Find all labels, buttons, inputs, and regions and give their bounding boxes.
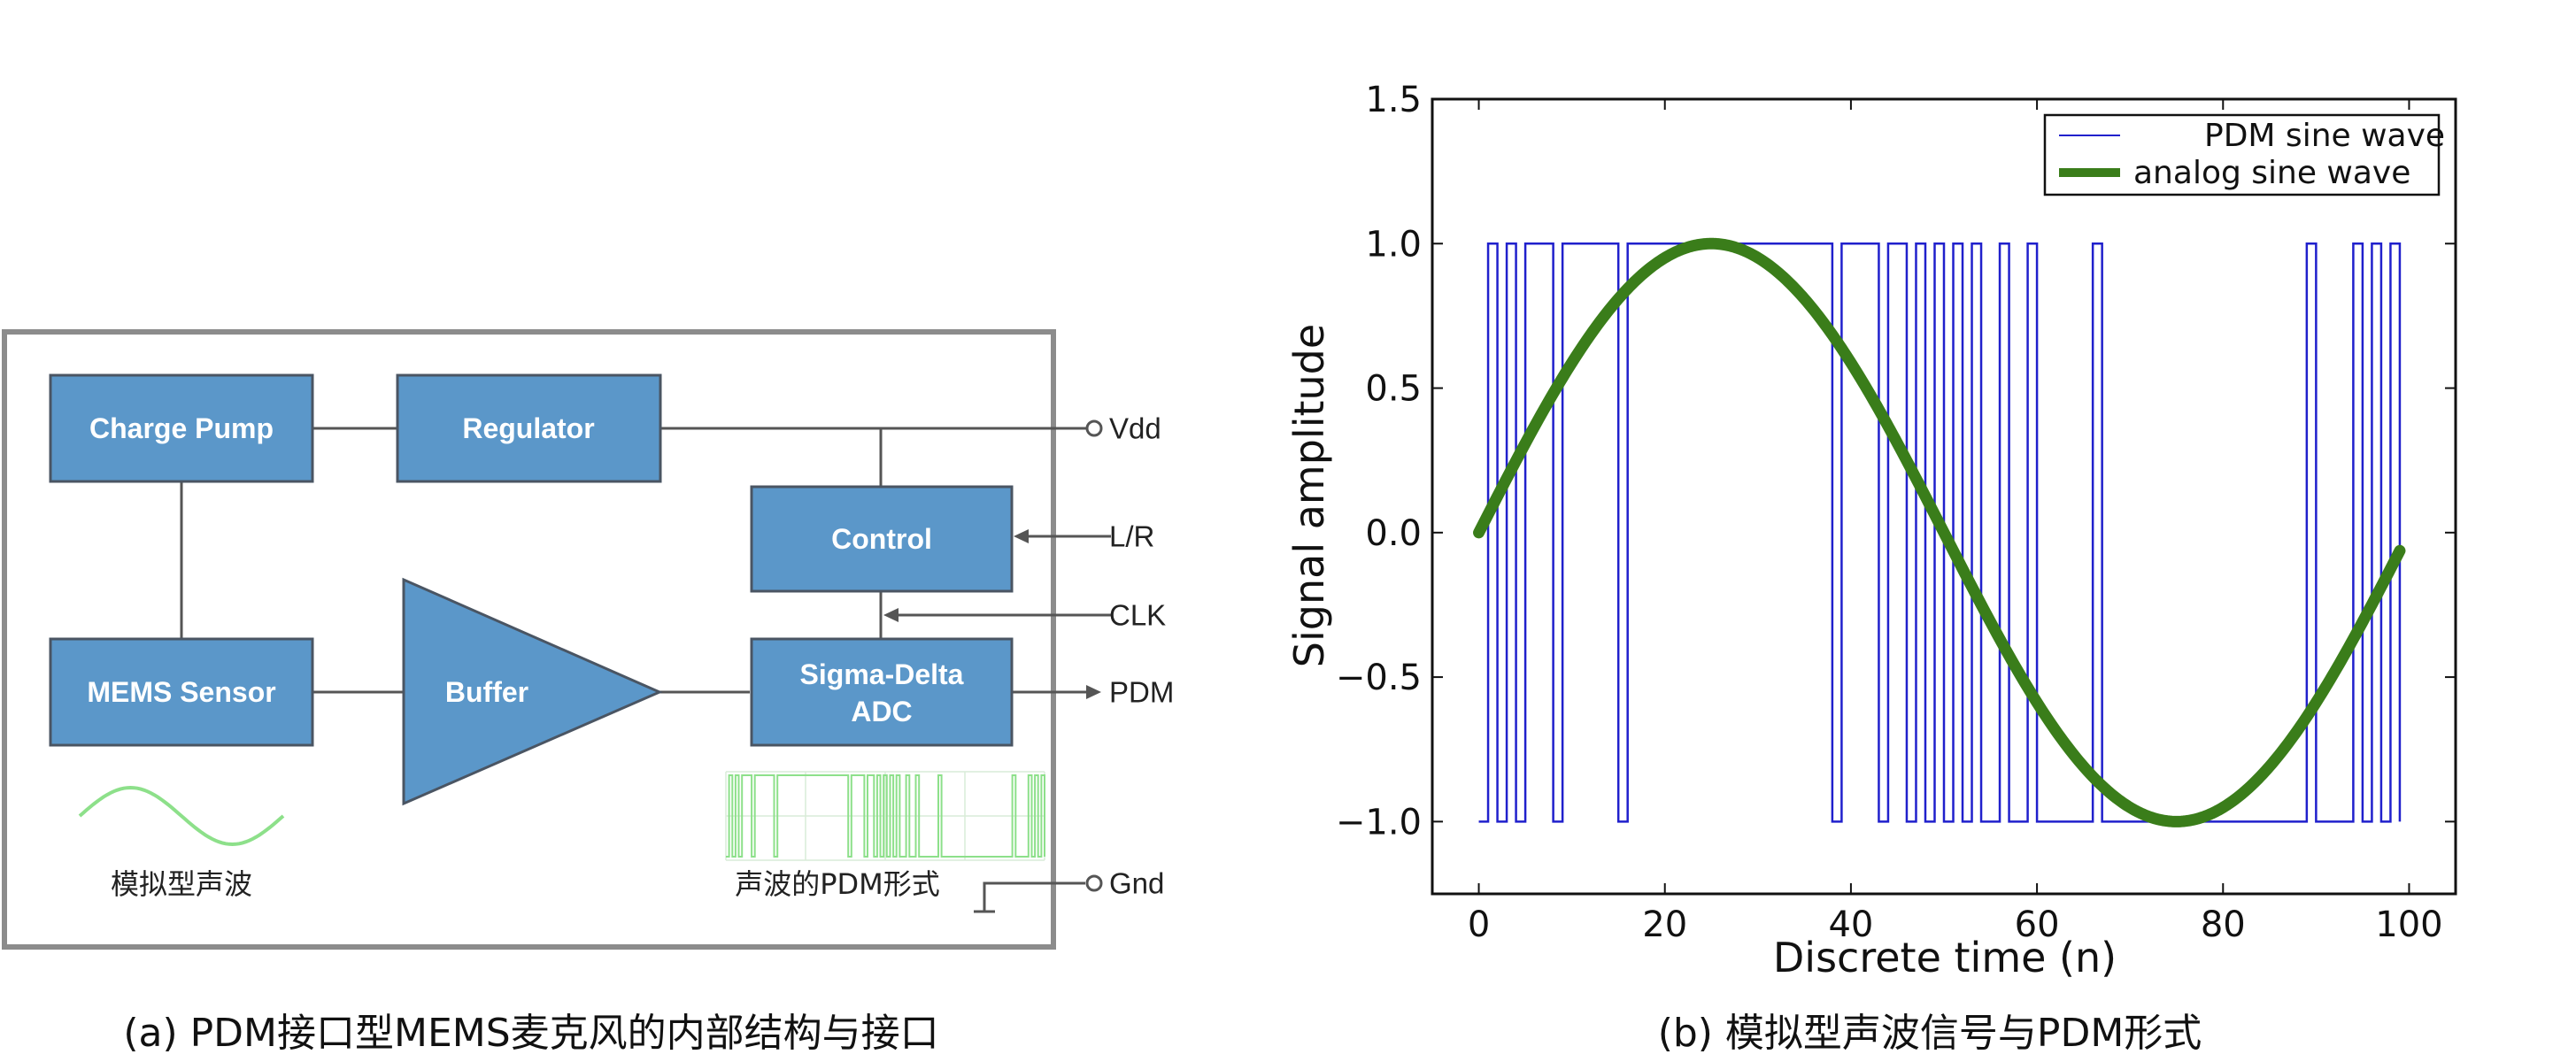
pdm-wave-label: 声波的PDM形式 — [735, 867, 940, 901]
y-tick-label: 0.5 — [1365, 369, 1422, 410]
x-tick-label: 60 — [2015, 904, 2060, 945]
pin-vdd-label: Vdd — [1109, 412, 1161, 445]
pin-lr-label: L/R — [1109, 520, 1154, 553]
analog-wave-illustration: 模拟型声波 — [78, 785, 285, 901]
pin-clk-label: CLK — [1109, 599, 1166, 632]
regulator-label: Regulator — [462, 412, 594, 444]
adc-label: ADC — [851, 696, 912, 727]
pdm-plot: 0 20 40 60 80 100 1.5 1.0 0.5 0.0 −0.5 −1.0 PDM sin… — [1285, 80, 2457, 1056]
mems-sensor-label: MEMS Sensor — [87, 676, 275, 708]
pin-pdm-label: PDM — [1109, 676, 1174, 709]
pdm-wave-illustration: 声波的PDM形式 — [725, 771, 1045, 901]
y-tick-label: −1.0 — [1336, 802, 1422, 843]
buffer-label: Buffer — [445, 676, 528, 708]
sigma-delta-adc-block: Sigma-Delta ADC — [750, 637, 1014, 747]
wires — [180, 419, 1111, 913]
x-tick-label: 100 — [2375, 904, 2442, 945]
y-tick-label: 1.5 — [1365, 80, 1422, 120]
diagram-caption: (a) PDM接口型MEMS麦克风的内部结构与接口 — [123, 1011, 938, 1056]
y-tick-label: −0.5 — [1336, 658, 1422, 698]
legend-label-pdm: PDM sine wave — [2204, 118, 2445, 154]
block-diagram: Charge Pump Regulator Control MEMS Senso… — [2, 329, 1174, 1056]
series-analog-sine-wave — [1473, 237, 2406, 827]
charge-pump-block: Charge Pump — [49, 373, 314, 483]
plot-ticks: 0 20 40 60 80 100 1.5 1.0 0.5 0.0 −0.5 −1.0 — [1336, 80, 2456, 945]
x-tick-label: 80 — [2201, 904, 2246, 945]
y-axis-label: Signal amplitude — [1285, 324, 1333, 667]
legend-box — [2043, 113, 2441, 196]
vdd-terminal — [1085, 419, 1103, 437]
pdm-wave-trace — [726, 774, 1045, 858]
plot-caption: (b) 模拟型声波信号与PDM形式 — [1658, 1011, 2202, 1056]
plot-series — [1473, 237, 2406, 827]
control-block: Control — [750, 485, 1014, 593]
arrow-pdm — [1086, 685, 1101, 699]
x-tick-label: 40 — [1828, 904, 1873, 945]
buffer-block: Buffer — [402, 577, 663, 806]
x-axis-label: Discrete time (n) — [1773, 934, 2117, 981]
charge-pump-label: Charge Pump — [89, 412, 274, 444]
x-tick-label: 0 — [1468, 904, 1490, 945]
pin-gnd-label: Gnd — [1109, 867, 1164, 900]
control-label: Control — [831, 523, 932, 555]
pdm-mini-grid — [725, 771, 1045, 861]
analog-wave-label: 模拟型声波 — [111, 867, 252, 901]
gnd-terminal — [1085, 874, 1103, 892]
analog-wave-curve — [78, 785, 285, 847]
plot-legend: PDM sine wave analog sine wave — [2043, 113, 2445, 196]
arrow-clk — [883, 608, 899, 622]
arrow-lr — [1014, 529, 1029, 543]
x-tick-label: 20 — [1642, 904, 1687, 945]
wire-gnd — [983, 881, 1085, 912]
legend-label-analog: analog sine wave — [2133, 155, 2410, 191]
y-tick-label: 0.0 — [1365, 513, 1422, 554]
y-tick-label: 1.0 — [1365, 224, 1422, 265]
diagram-frame — [2, 329, 1056, 950]
regulator-block: Regulator — [396, 373, 662, 483]
mems-sensor-block: MEMS Sensor — [49, 637, 314, 747]
sigma-delta-label: Sigma-Delta — [800, 658, 964, 690]
